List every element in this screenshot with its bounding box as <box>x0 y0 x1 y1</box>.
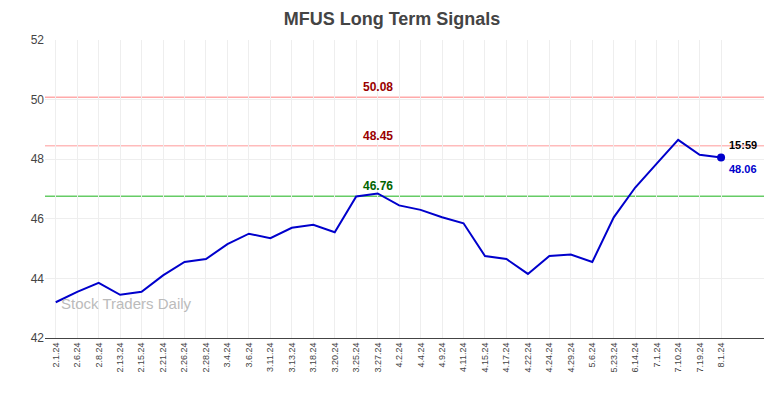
svg-text:7.10.24: 7.10.24 <box>673 343 683 373</box>
svg-text:50: 50 <box>31 93 45 107</box>
svg-text:4.2.24: 4.2.24 <box>394 343 404 368</box>
svg-text:5.6.24: 5.6.24 <box>587 343 597 368</box>
svg-text:3.25.24: 3.25.24 <box>351 343 361 373</box>
svg-text:MFUS Long Term Signals: MFUS Long Term Signals <box>284 9 501 29</box>
svg-text:48.06: 48.06 <box>729 163 757 175</box>
svg-text:46.76: 46.76 <box>363 179 393 193</box>
svg-text:4.22.24: 4.22.24 <box>523 343 533 373</box>
svg-text:44: 44 <box>31 272 45 286</box>
svg-text:46: 46 <box>31 212 45 226</box>
svg-text:4.4.24: 4.4.24 <box>416 343 426 368</box>
svg-text:2.26.24: 2.26.24 <box>179 343 189 373</box>
svg-text:3.20.24: 3.20.24 <box>330 343 340 373</box>
svg-text:4.9.24: 4.9.24 <box>437 343 447 368</box>
svg-text:2.1.24: 2.1.24 <box>51 343 61 368</box>
svg-text:4.11.24: 4.11.24 <box>458 343 468 372</box>
svg-text:8.1.24: 8.1.24 <box>716 343 726 368</box>
svg-text:2.6.24: 2.6.24 <box>72 343 82 368</box>
svg-text:3.4.24: 3.4.24 <box>222 343 232 368</box>
svg-text:42: 42 <box>31 331 45 345</box>
svg-text:3.11.24: 3.11.24 <box>265 343 275 372</box>
svg-text:3.13.24: 3.13.24 <box>287 343 297 373</box>
svg-text:7.19.24: 7.19.24 <box>695 343 705 373</box>
svg-text:2.8.24: 2.8.24 <box>94 343 104 368</box>
svg-text:4.15.24: 4.15.24 <box>480 343 490 373</box>
svg-text:5.23.24: 5.23.24 <box>609 343 619 373</box>
svg-text:4.17.24: 4.17.24 <box>501 343 511 373</box>
svg-text:Stock Traders Daily: Stock Traders Daily <box>61 295 192 312</box>
svg-text:6.14.24: 6.14.24 <box>630 343 640 373</box>
svg-text:4.29.24: 4.29.24 <box>566 343 576 373</box>
svg-text:3.6.24: 3.6.24 <box>244 343 254 368</box>
svg-text:50.08: 50.08 <box>363 80 393 94</box>
svg-text:52: 52 <box>31 33 45 47</box>
svg-text:2.15.24: 2.15.24 <box>137 343 147 373</box>
svg-text:4.24.24: 4.24.24 <box>544 343 554 373</box>
svg-text:48: 48 <box>31 152 45 166</box>
svg-text:15:59: 15:59 <box>729 139 757 151</box>
svg-text:48.45: 48.45 <box>363 129 393 143</box>
svg-text:3.18.24: 3.18.24 <box>308 343 318 373</box>
svg-text:7.1.24: 7.1.24 <box>652 343 662 368</box>
svg-text:2.28.24: 2.28.24 <box>201 343 211 373</box>
svg-text:2.13.24: 2.13.24 <box>115 343 125 373</box>
svg-text:3.27.24: 3.27.24 <box>373 343 383 373</box>
svg-text:2.21.24: 2.21.24 <box>158 343 168 373</box>
